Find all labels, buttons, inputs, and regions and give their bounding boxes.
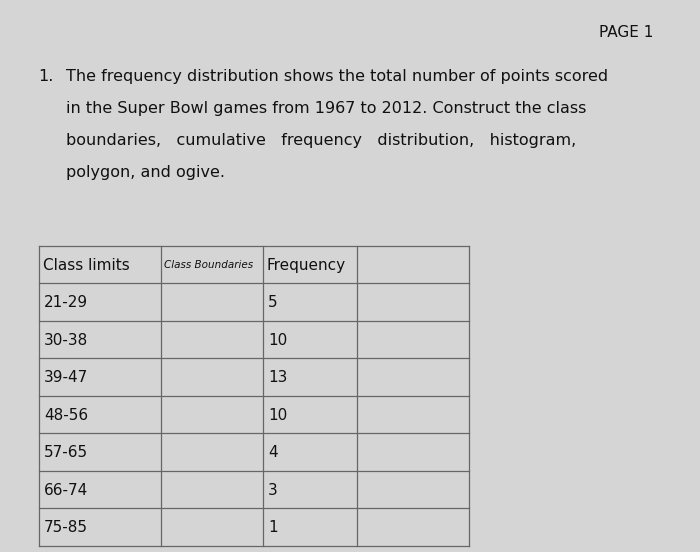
Text: boundaries,   cumulative   frequency   distribution,   histogram,: boundaries, cumulative frequency distrib… <box>66 133 577 148</box>
Text: 75-85: 75-85 <box>44 521 88 535</box>
Text: 4: 4 <box>268 445 278 460</box>
Text: 48-56: 48-56 <box>44 408 88 423</box>
Text: The frequency distribution shows the total number of points scored: The frequency distribution shows the tot… <box>66 69 608 84</box>
Text: 57-65: 57-65 <box>44 445 88 460</box>
Text: 1.: 1. <box>38 69 54 84</box>
Text: PAGE 1: PAGE 1 <box>599 25 654 40</box>
Text: Class limits: Class limits <box>43 258 130 273</box>
Text: 66-74: 66-74 <box>44 483 88 498</box>
Text: 21-29: 21-29 <box>44 295 88 310</box>
Text: 30-38: 30-38 <box>44 333 88 348</box>
Text: Class Boundaries: Class Boundaries <box>164 260 253 270</box>
Text: 39-47: 39-47 <box>44 370 88 385</box>
Text: 10: 10 <box>268 408 288 423</box>
Text: polygon, and ogive.: polygon, and ogive. <box>66 165 225 180</box>
Text: 10: 10 <box>268 333 288 348</box>
Text: 5: 5 <box>268 295 278 310</box>
Text: Frequency: Frequency <box>267 258 346 273</box>
Text: in the Super Bowl games from 1967 to 2012. Construct the class: in the Super Bowl games from 1967 to 201… <box>66 101 587 116</box>
Text: 13: 13 <box>268 370 288 385</box>
Text: 3: 3 <box>268 483 278 498</box>
Text: 1: 1 <box>268 521 278 535</box>
